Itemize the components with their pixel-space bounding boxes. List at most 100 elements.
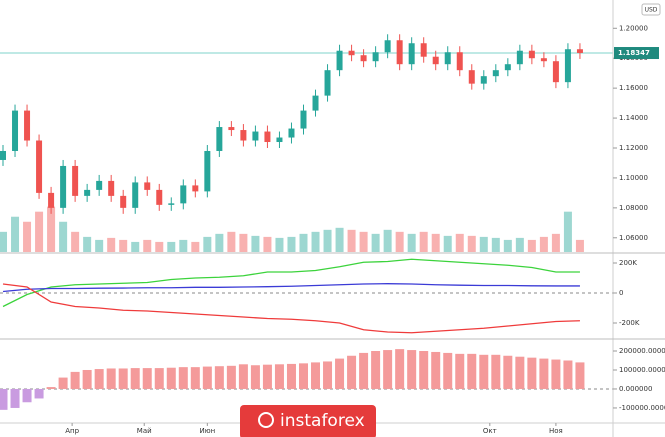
histogram-bar (527, 357, 537, 389)
candle-body (48, 192, 55, 208)
candle-body (0, 150, 7, 160)
candle-body (240, 130, 247, 141)
candle-body (144, 182, 151, 190)
histogram-bar (467, 353, 477, 389)
volume-bar (191, 241, 200, 252)
candle-body (516, 50, 523, 65)
currency-label: USD (645, 7, 658, 14)
candle-body (528, 50, 535, 59)
candle-body (396, 40, 403, 65)
candle-body (84, 189, 91, 196)
histogram-bar (455, 353, 465, 389)
candle-body (12, 110, 19, 151)
histogram-bar (202, 366, 212, 389)
histogram-bar (443, 352, 453, 389)
candle-body (480, 76, 487, 84)
volume-bar (563, 211, 572, 252)
volume-bar (35, 211, 44, 252)
histogram-bar (70, 371, 80, 389)
histogram-bar (178, 367, 188, 389)
histogram-bar (298, 363, 308, 389)
volume-bar (215, 233, 224, 252)
histogram-bar (491, 354, 501, 389)
volume-bar (95, 239, 104, 252)
y-tick-label: 1.10000 (619, 174, 648, 182)
volume-bar (371, 233, 380, 252)
candle-body (192, 185, 199, 192)
histogram-bar (94, 369, 104, 389)
volume-bar (311, 231, 320, 252)
candle-body (552, 61, 559, 83)
volume-bar (335, 227, 344, 252)
volume-bar (131, 241, 140, 252)
volume-bar (551, 233, 560, 252)
candle-body (504, 64, 511, 71)
histogram-bar (34, 388, 44, 399)
candle-body (204, 150, 211, 192)
histogram-bar (46, 387, 56, 389)
candle-body (372, 52, 379, 62)
candle-body (60, 165, 67, 208)
candle-body (456, 52, 463, 71)
candle-body (336, 50, 343, 71)
histogram-bar (130, 368, 140, 389)
candle-body (288, 128, 295, 138)
histogram-bar (106, 368, 116, 389)
volume-bar (11, 216, 20, 252)
y-tick-label: -200K (619, 319, 640, 327)
volume-bar (23, 221, 32, 252)
x-tick-label: Май (137, 427, 152, 435)
watermark-box (240, 405, 376, 437)
volume-bar (59, 221, 68, 252)
watermark: instaforex (240, 405, 376, 437)
candle-body (264, 131, 271, 143)
y-tick-label: -100000.000000 (619, 404, 665, 412)
y-tick-label: 1.08000 (619, 204, 648, 212)
volume-bar (287, 236, 296, 252)
histogram-bar (383, 350, 393, 389)
volume-bar (503, 239, 512, 252)
candle-body (120, 195, 127, 208)
histogram-bar (166, 367, 176, 389)
candle-body (132, 182, 139, 208)
volume-bar (299, 233, 308, 252)
candle-body (492, 70, 499, 77)
histogram-bar (431, 351, 441, 389)
candle-body (408, 43, 415, 65)
histogram-bar (250, 365, 260, 389)
candle-body (108, 180, 115, 196)
candle-body (216, 127, 223, 151)
candle-body (324, 70, 331, 96)
last-price-label: 1.18347 (618, 49, 650, 57)
histogram-bar (262, 364, 272, 389)
candle-body (156, 189, 163, 205)
x-tick-label: Апр (65, 427, 79, 435)
volume-bar (179, 239, 188, 252)
volume-bar (71, 231, 80, 252)
y-tick-label: 1.14000 (619, 114, 648, 122)
histogram-bar (503, 355, 513, 389)
candle-body (312, 95, 319, 111)
volume-bar (491, 237, 500, 252)
candle-body (540, 58, 547, 62)
candle-body (432, 56, 439, 65)
candle-body (24, 110, 31, 141)
histogram-bar (142, 368, 152, 389)
histogram-bar (539, 358, 549, 389)
volume-bar (323, 229, 332, 252)
histogram-bar (359, 352, 369, 389)
volume-bar (515, 237, 524, 252)
volume-bar (155, 241, 164, 252)
y-tick-label: 1.06000 (619, 234, 648, 242)
volume-bar (143, 239, 152, 252)
volume-bar (203, 236, 212, 252)
histogram-bar (563, 360, 573, 389)
volume-bar (239, 233, 248, 252)
histogram-bar (58, 377, 68, 389)
candle-body (384, 40, 391, 53)
candle-body (252, 131, 259, 141)
candle-body (180, 185, 187, 204)
candle-body (36, 140, 43, 193)
volume-bar (83, 236, 92, 252)
